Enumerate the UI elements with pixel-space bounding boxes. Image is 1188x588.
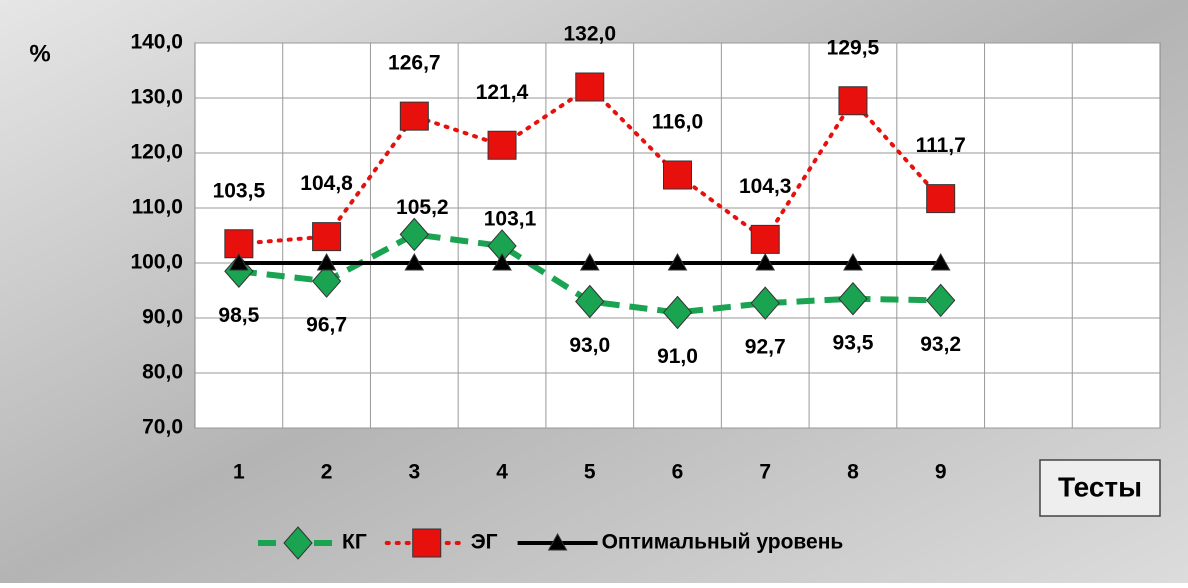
- point-marker: [224, 254, 254, 289]
- point-marker: [750, 286, 780, 320]
- point-marker: [575, 284, 605, 319]
- x-tick-label: 8: [847, 461, 859, 484]
- point-marker: [843, 252, 863, 271]
- point-marker: [667, 252, 688, 271]
- data-label: 126,7: [388, 52, 441, 75]
- y-axis-label: %: [29, 40, 50, 67]
- y-tick-label: 100,0: [130, 251, 183, 274]
- x-tick-label: 1: [233, 461, 245, 484]
- point-marker: [663, 160, 692, 190]
- point-marker: [312, 222, 342, 252]
- y-tick-label: 130,0: [130, 86, 183, 109]
- data-label: 105,2: [396, 196, 449, 219]
- data-label: 96,7: [306, 314, 347, 337]
- y-tick-label: 70,0: [142, 416, 183, 439]
- y-tick-label: 120,0: [130, 141, 183, 164]
- point-marker: [229, 252, 249, 271]
- data-label: 103,1: [484, 207, 537, 230]
- data-label: 103,5: [213, 179, 266, 202]
- x-tick-label: 3: [408, 461, 420, 484]
- point-marker: [930, 252, 951, 271]
- data-label: 116,0: [652, 111, 703, 134]
- data-label: 111,7: [916, 134, 966, 157]
- data-label: 104,8: [300, 172, 353, 195]
- legend-label: КГ: [342, 531, 367, 554]
- y-tick-label: 110,0: [132, 196, 183, 219]
- x-axis-label: Тесты: [1058, 471, 1142, 502]
- x-tick-label: 9: [935, 461, 947, 484]
- x-tick-label: 4: [496, 461, 508, 484]
- point-marker: [838, 281, 868, 316]
- legend-marker: [412, 528, 442, 558]
- data-label: 104,3: [739, 175, 792, 198]
- point-marker: [662, 295, 693, 330]
- data-label: 93,0: [569, 334, 610, 357]
- point-marker: [492, 252, 512, 271]
- y-tick-label: 80,0: [142, 361, 183, 384]
- data-label: 121,4: [476, 81, 529, 104]
- point-marker: [926, 184, 956, 214]
- data-label: 98,5: [218, 304, 259, 327]
- point-marker: [399, 101, 429, 131]
- data-label: 132,0: [563, 23, 616, 46]
- point-marker: [316, 252, 337, 271]
- point-marker: [750, 224, 780, 254]
- data-label: 93,2: [920, 333, 961, 356]
- legend-marker: [283, 526, 313, 560]
- data-label: 92,7: [745, 336, 786, 359]
- point-marker: [487, 130, 517, 160]
- x-tick-label: 7: [759, 461, 771, 484]
- x-tick-label: 6: [672, 461, 684, 484]
- y-tick-label: 90,0: [142, 306, 183, 329]
- point-marker: [311, 264, 342, 298]
- legend-label: Оптимальный уровень: [602, 531, 844, 554]
- point-marker: [926, 283, 956, 318]
- x-axis-label-box: [1039, 459, 1161, 517]
- legend-marker: [547, 532, 568, 551]
- point-marker: [579, 252, 600, 271]
- data-label: 93,5: [833, 331, 874, 354]
- point-marker: [838, 86, 868, 116]
- data-label: 91,0: [657, 345, 698, 368]
- plot-area: [194, 42, 1161, 429]
- point-marker: [755, 252, 776, 271]
- point-marker: [404, 252, 425, 271]
- x-tick-label: 2: [321, 461, 333, 484]
- x-tick-label: 5: [584, 461, 596, 484]
- point-marker: [575, 72, 605, 102]
- data-label: 129,5: [827, 36, 880, 59]
- point-marker: [399, 217, 429, 252]
- y-tick-label: 140,0: [130, 31, 183, 54]
- point-marker: [224, 229, 254, 259]
- legend-label: ЭГ: [471, 531, 498, 554]
